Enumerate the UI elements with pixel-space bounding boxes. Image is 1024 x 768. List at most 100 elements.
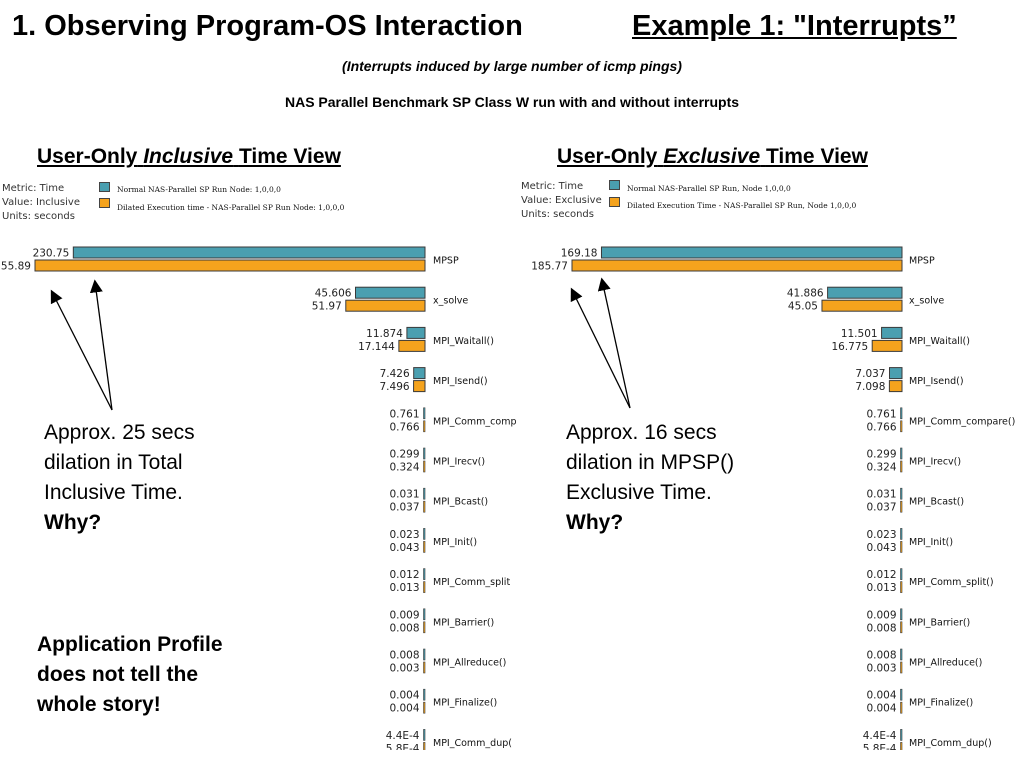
value-line: Value: Exclusive: [521, 195, 602, 206]
normal-value-label: 41.886: [787, 288, 824, 300]
dilated-bar: [900, 742, 903, 750]
normal-value-label: 0.012: [389, 569, 419, 581]
dilated-bar: [900, 661, 903, 674]
example-title: Example 1: "Interrupts”: [632, 10, 957, 42]
normal-value-label: 7.426: [380, 368, 410, 380]
function-label: MPI_Irecv(): [909, 457, 961, 468]
dilated-bar: [900, 541, 903, 553]
normal-value-label: 11.874: [366, 328, 403, 340]
metric-line: Metric: Time: [2, 183, 65, 194]
legend-swatch-normal: [99, 182, 110, 192]
legend-swatch-dilated: [609, 197, 620, 207]
normal-value-label: 11.501: [841, 328, 878, 340]
dilated-bar: [423, 420, 426, 433]
normal-bar: [423, 487, 426, 500]
normal-bar: [423, 528, 426, 540]
dilated-bar: [423, 541, 426, 553]
normal-value-label: 169.18: [561, 248, 598, 260]
dilated-value-label: 255.89: [0, 261, 31, 273]
function-label: MPI_Allreduce(): [909, 658, 982, 669]
normal-bar: [423, 568, 426, 580]
normal-bar: [888, 367, 903, 380]
dilated-value-label: 0.037: [389, 502, 419, 514]
annotation-question: Why?: [566, 511, 624, 534]
legend-swatch-normal: [609, 180, 620, 190]
normal-bar: [900, 648, 903, 661]
annotation-line: dilation in Total: [44, 451, 183, 474]
dilated-value-label: 0.766: [866, 421, 896, 433]
annotation-line: Inclusive Time.: [44, 481, 183, 504]
dilated-bar: [413, 380, 426, 393]
normal-bar: [900, 407, 903, 420]
conclusion-line: Application Profile: [37, 633, 223, 656]
dilated-bar: [900, 420, 903, 433]
dilated-value-label: 51.97: [312, 301, 342, 313]
dilated-value-label: 0.324: [866, 462, 896, 474]
dilated-value-label: 5.8E-4: [386, 743, 420, 750]
value-line: Value: Inclusive: [2, 197, 80, 208]
exclusive-view-title: User-Only Exclusive Time View: [557, 145, 868, 168]
normal-bar: [900, 688, 903, 701]
annotation-line: Approx. 16 secs: [566, 421, 717, 444]
dilated-value-label: 5.8E-4: [863, 743, 897, 750]
dilated-value-label: 17.144: [358, 341, 395, 353]
function-label: MPI_Finalize(): [909, 698, 973, 709]
normal-value-label: 4.4E-4: [863, 730, 897, 742]
dilated-bar: [345, 299, 426, 312]
dilated-value-label: 45.05: [788, 301, 818, 313]
normal-value-label: 0.004: [389, 690, 419, 702]
function-label: MPI_Finalize(): [433, 698, 497, 709]
units-line: Units: seconds: [2, 211, 75, 222]
dilated-value-label: 0.013: [389, 582, 419, 594]
annotation-line: Approx. 25 secs: [44, 421, 195, 444]
function-label: MPI_Init(): [909, 537, 953, 548]
arrow-to-dilated-bar: [597, 277, 631, 409]
function-label: MPI_Comm_split(): [909, 577, 994, 588]
exclusive-metric-info: Metric: Time Value: Exclusive Units: sec…: [521, 180, 602, 222]
normal-bar: [423, 407, 426, 420]
dilated-value-label: 0.003: [389, 663, 419, 675]
normal-value-label: 0.004: [866, 690, 896, 702]
inclusive-metric-info: Metric: Time Value: Inclusive Units: sec…: [2, 182, 80, 224]
conclusion-line: whole story!: [37, 693, 161, 716]
normal-bar: [406, 326, 426, 339]
function-label: MPI_Barrier(): [909, 617, 970, 628]
function-label: MPI_Comm_split: [433, 577, 510, 588]
function-label: MPI_Barrier(): [433, 617, 494, 628]
normal-bar: [72, 246, 426, 259]
normal-value-label: 45.606: [315, 288, 352, 300]
units-line: Units: seconds: [521, 209, 594, 220]
dilated-value-label: 0.043: [866, 542, 896, 554]
dilated-bar: [900, 500, 903, 513]
function-label: MPI_Allreduce(): [433, 658, 506, 669]
legend-label-normal: Normal NAS-Parallel SP Run Node: 1,0,0,0: [117, 185, 281, 194]
dilated-value-label: 0.013: [866, 582, 896, 594]
inclusive-view-title: User-Only Inclusive Time View: [37, 145, 341, 168]
function-label: MPI_Isend(): [433, 376, 488, 387]
dilated-bar: [423, 621, 426, 634]
normal-bar: [354, 286, 426, 299]
dilated-value-label: 0.003: [866, 663, 896, 675]
arrow-to-normal-bar: [50, 289, 113, 411]
metric-line: Metric: Time: [521, 181, 584, 192]
normal-bar: [423, 447, 426, 460]
normal-value-label: 0.761: [866, 408, 896, 420]
annotation-question: Why?: [44, 511, 102, 534]
function-label: MPI_Bcast(): [433, 497, 488, 508]
normal-value-label: 0.009: [389, 609, 419, 621]
dilated-bar: [900, 701, 903, 714]
dilated-value-label: 0.766: [389, 421, 419, 433]
normal-bar: [423, 729, 426, 741]
function-label: x_solve: [433, 296, 468, 307]
dilated-bar: [423, 500, 426, 513]
legend-label-dilated: Dilated Execution Time - NAS-Parallel SP…: [627, 201, 857, 210]
arrow-to-normal-bar: [570, 287, 631, 409]
normal-bar: [900, 528, 903, 540]
function-label: MPI_Waitall(): [909, 336, 970, 347]
normal-value-label: 4.4E-4: [386, 730, 420, 742]
normal-value-label: 7.037: [855, 368, 885, 380]
dilated-value-label: 0.008: [866, 622, 896, 634]
normal-bar: [900, 447, 903, 460]
normal-value-label: 0.031: [389, 489, 419, 501]
